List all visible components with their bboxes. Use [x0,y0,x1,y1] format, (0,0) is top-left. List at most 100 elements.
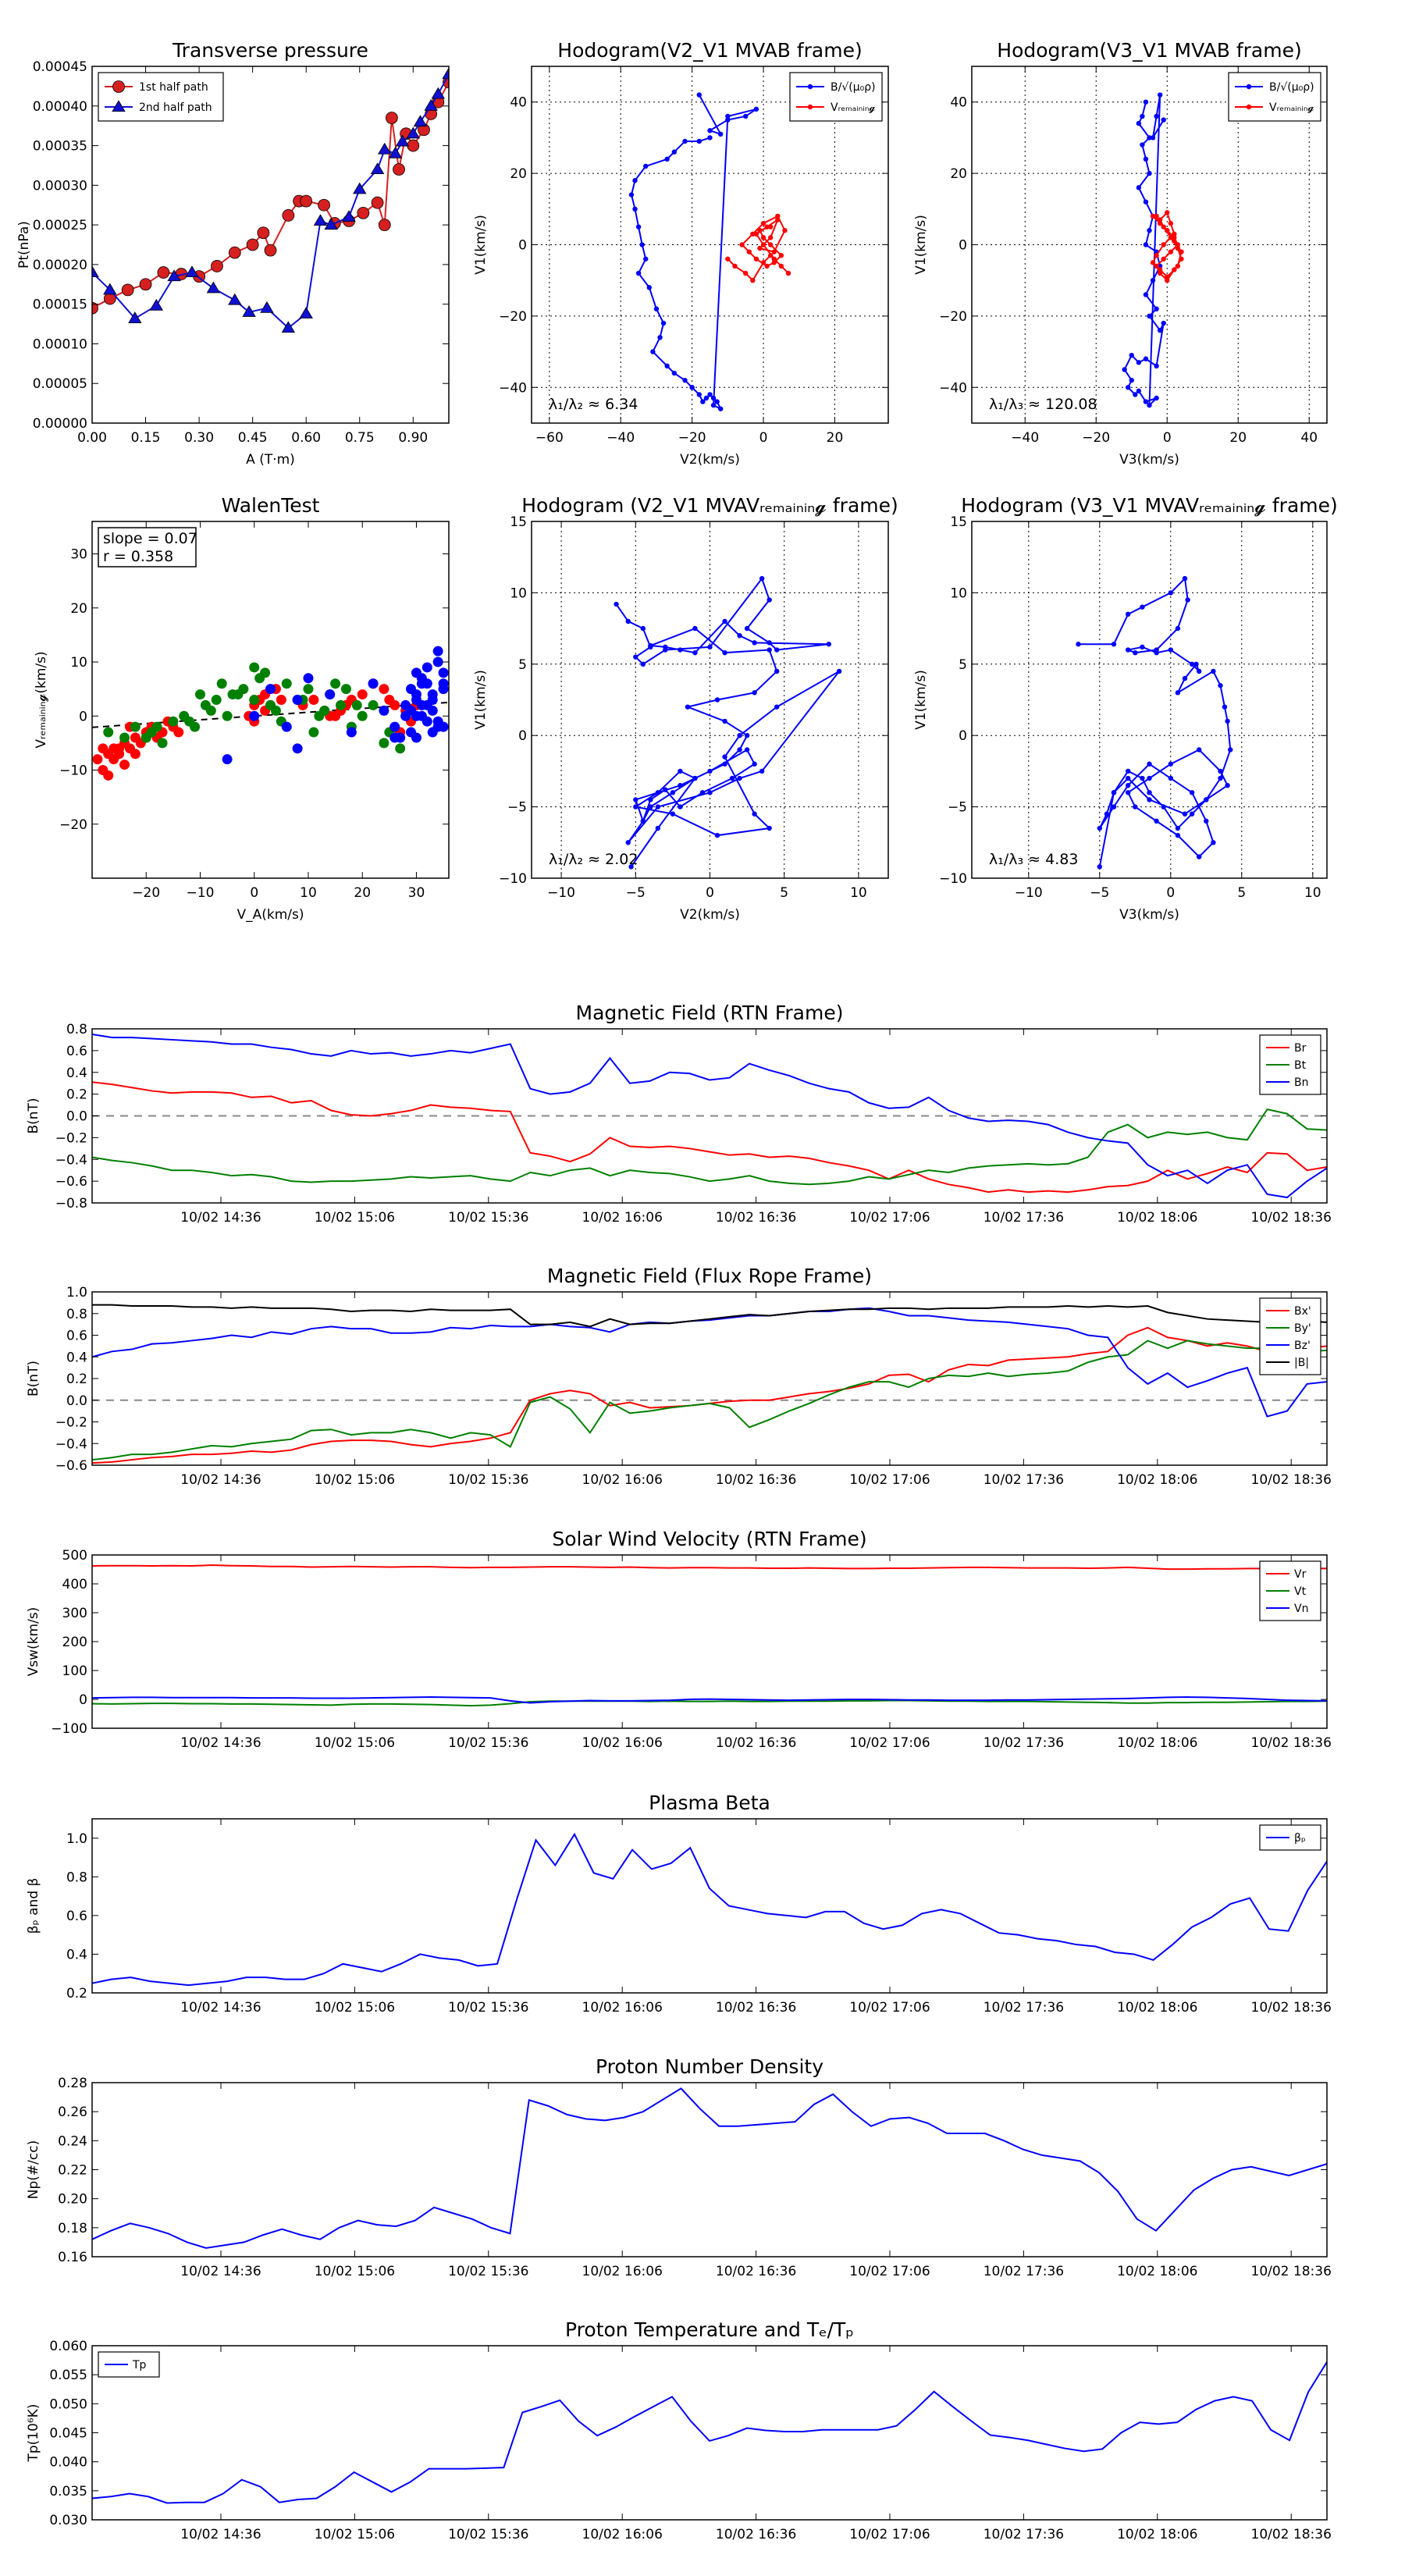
data-point [1129,377,1134,383]
data-point [1175,625,1181,632]
chart-title: Hodogram (V2_V1 MVAVᵣₑₘₐᵢₙᵢₙ𝓰 frame) [521,494,898,517]
data-point [103,727,114,738]
data-point [194,689,205,700]
y-tick-label: −0.2 [55,1130,87,1146]
data-point [696,138,702,144]
legend-label: By' [1294,1322,1311,1335]
series-line [92,1307,1327,1418]
data-point [168,716,179,727]
x-axis-label: V3(km/s) [1119,452,1179,468]
data-point [643,163,649,169]
y-tick-label: 1.0 [66,1285,87,1300]
data-point [1218,683,1223,688]
y-tick-label: −0.2 [55,1415,87,1431]
y-tick-label: −20 [939,309,967,325]
data-point [1154,263,1159,269]
data-point [614,601,619,607]
y-tick-label: 0.20 [58,2192,87,2208]
data-point [1076,642,1081,647]
x-tick-label: 10/02 16:06 [582,1735,663,1751]
data-point [1129,352,1134,358]
x-tick-label: 0.90 [398,430,428,446]
y-tick-label: 0.00010 [33,336,87,352]
data-point [743,113,749,119]
data-point [671,370,677,376]
data-point [639,242,645,247]
data-point [281,321,296,333]
data-point [1147,313,1152,319]
y-tick-label: 0.28 [58,2076,87,2091]
x-tick-label: 10/02 17:36 [984,2000,1064,2016]
data-point [1175,263,1181,269]
data-point [413,115,428,127]
data-point [264,244,277,257]
data-point [1140,604,1145,610]
data-point [1175,832,1181,838]
data-point [1179,249,1184,254]
data-point [1154,363,1159,369]
x-tick-label: 10/02 17:36 [984,2264,1064,2279]
eigenvalue-ratio: λ₁/λ₃ ≈ 4.83 [989,851,1078,868]
y-tick-label: 0.00000 [33,416,87,432]
data-point [722,754,727,760]
y-tick-label: 0.045 [49,2426,87,2442]
data-point [753,106,759,112]
data-point [1172,231,1177,237]
y-tick-label: 40 [510,95,527,111]
data-point [714,399,720,404]
y-tick-label: 0.6 [66,1909,87,1924]
data-point [640,625,646,632]
y-tick-label: 0.00045 [33,59,87,75]
x-tick-label: 10/02 18:36 [1251,1735,1332,1751]
y-tick-label: 0.4 [66,1350,87,1365]
data-point [692,649,698,656]
data-point [699,790,706,795]
x-tick-label: 10/02 14:36 [180,2000,261,2016]
y-tick-label: 300 [62,1606,87,1621]
data-point [1150,135,1156,141]
data-point [406,126,420,139]
x-tick-label: 10/02 14:36 [180,1472,261,1488]
data-point [1126,385,1131,390]
data-point [313,214,328,226]
data-point [1168,647,1174,653]
y-tick-label: 0.16 [58,2250,87,2265]
data-point [653,306,660,311]
plot-frame [91,66,450,424]
legend-label: 1st half path [139,81,208,94]
data-point [1140,113,1145,119]
data-point [257,226,270,240]
x-tick-label: 10/02 15:06 [315,2000,395,2016]
data-point [696,92,702,98]
plot-frame [91,1818,1328,1994]
data-point [92,754,103,765]
y-tick-label: −5 [948,800,967,816]
x-tick-label: 5 [780,885,788,901]
data-point [303,684,314,695]
y-tick-label: 0.00020 [33,258,87,273]
x-tick-label: 10/02 17:36 [984,1735,1064,1751]
plot-frame [91,2345,1328,2521]
data-point [760,220,767,226]
data-layer [92,1033,1327,1199]
data-point [1189,811,1195,817]
chart-title: Proton Temperature and Tₑ/Tₚ [565,2318,854,2341]
data-point [1126,768,1131,774]
data-point [411,732,422,743]
data-point [308,695,319,705]
legend-box [1259,1034,1321,1095]
x-tick-label: 10/02 17:06 [849,2000,930,2016]
data-point [692,775,698,781]
data-point [1143,199,1149,205]
series-line [92,1326,1327,1464]
data-point [655,790,661,795]
x-tick-label: −20 [678,430,706,446]
data-point [744,733,750,738]
data-point [1165,210,1170,215]
y-tick-label: 0.00025 [33,218,87,233]
data-point [752,690,757,696]
data-point [438,684,449,695]
series-line [92,1564,1327,1571]
